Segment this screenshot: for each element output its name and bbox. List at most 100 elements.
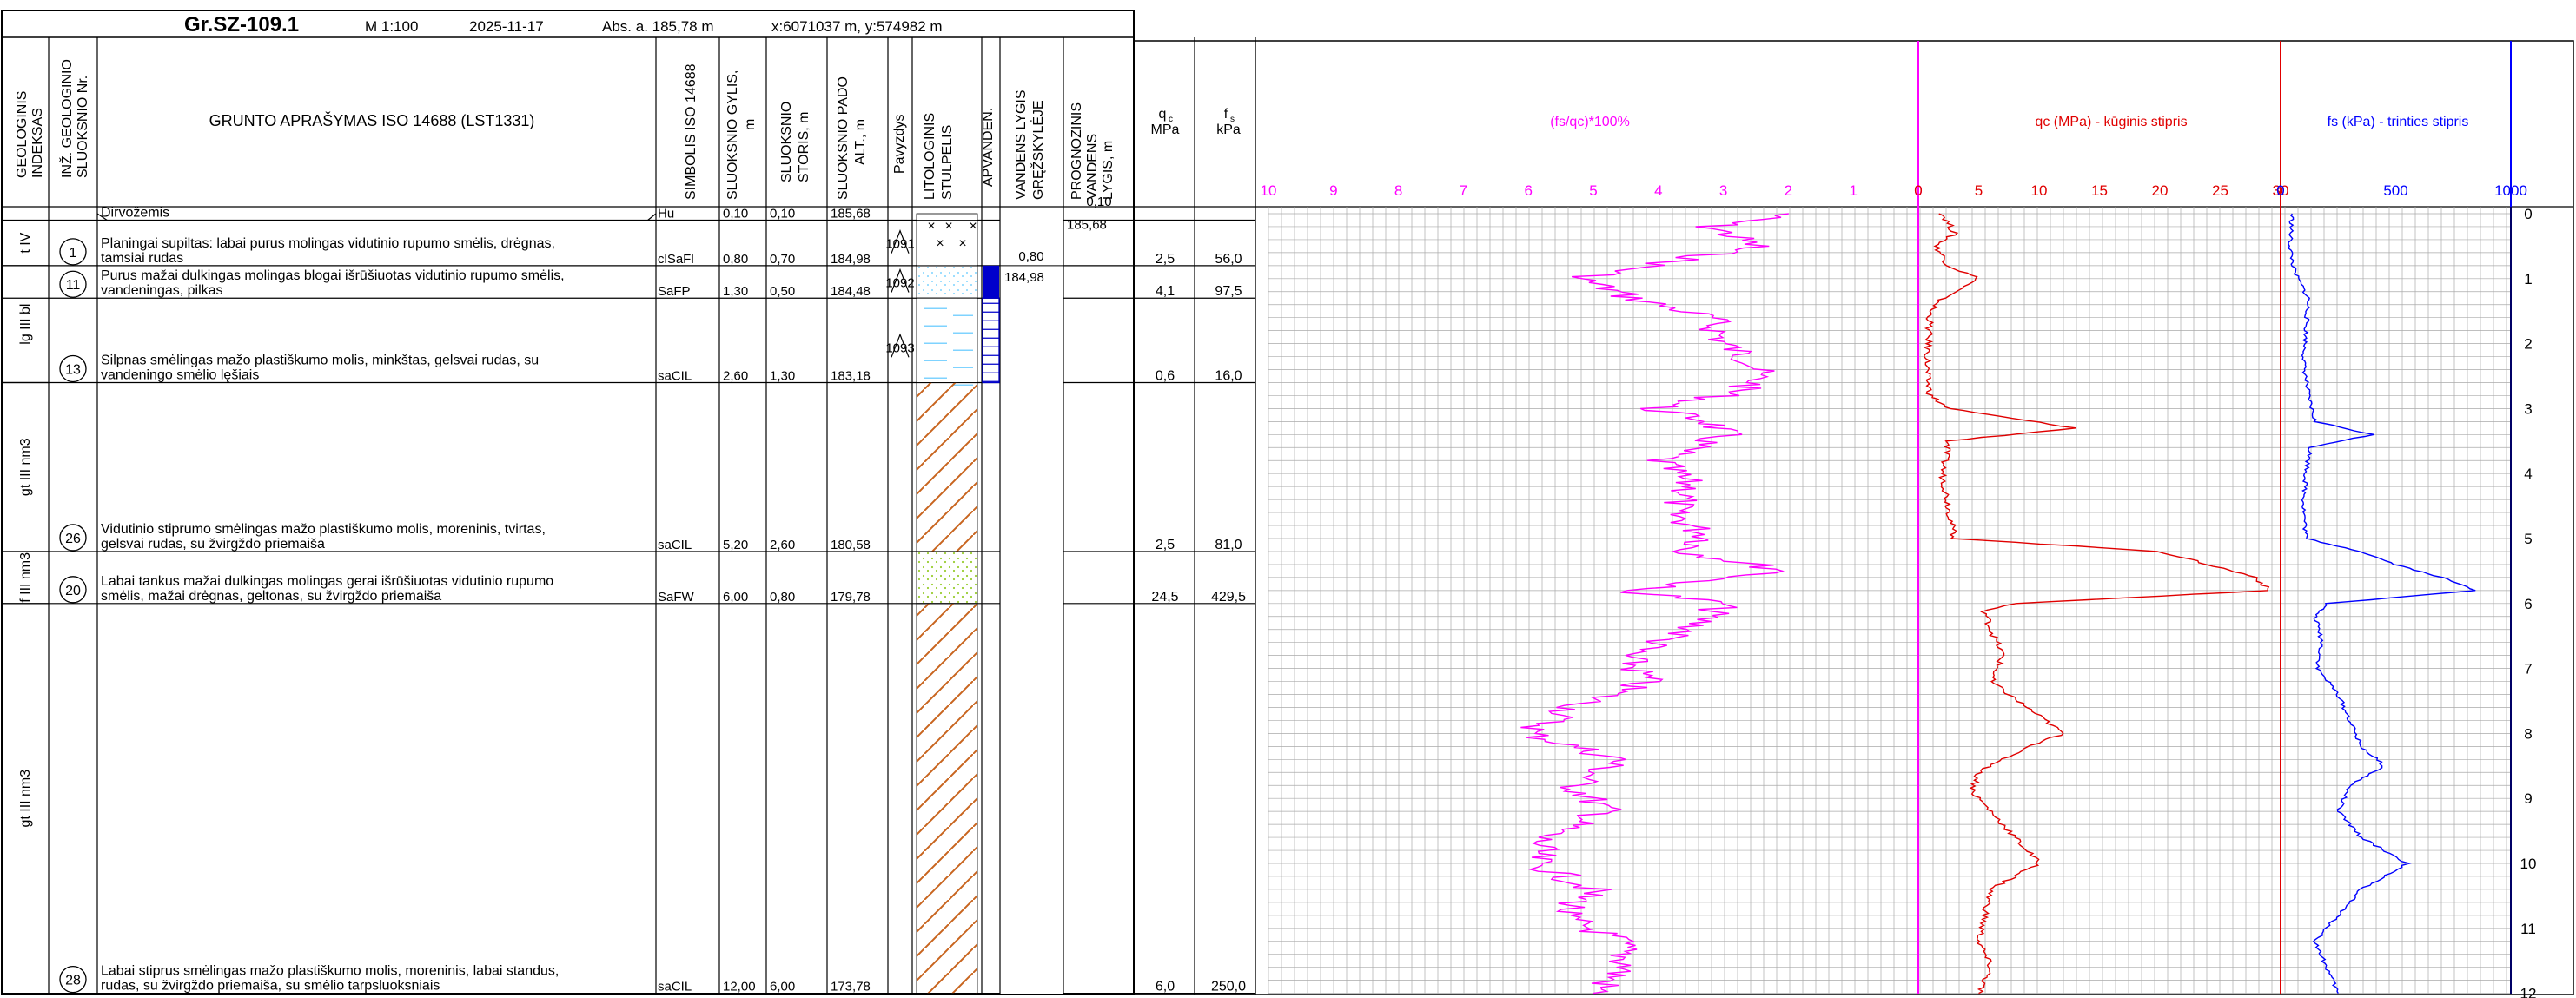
layer-description: vandeningo smėlio lęšiais (101, 367, 259, 382)
water-level-depth: 0,80 (1018, 249, 1043, 264)
layer-thickness: 0,10 (770, 206, 795, 221)
aquifer-fill (983, 265, 999, 299)
coords-label: x:6071037 m, y:574982 m (771, 18, 943, 35)
layer-number-circle (59, 965, 87, 994)
chart-title: fs (kPa) - trinties stipris (2328, 115, 2469, 129)
layer-rows: Dirvožemis Hu 0,10 0,10 185,68 Planingai supi… (2, 205, 1255, 995)
scale-label: M 1:100 (365, 18, 418, 35)
water-level-alt: 184,98 (1004, 270, 1044, 285)
geo-index-label: t IV (18, 232, 33, 253)
depth-scale-label: 12 (2520, 986, 2537, 998)
layer-fs: 429,5 (1211, 590, 1246, 605)
depth-scale-label: 3 (2524, 400, 2532, 417)
depth-scale-label: 8 (2524, 725, 2532, 742)
chart-title: qc (MPa) - kūginis stipris (2035, 115, 2187, 129)
layer-number: 1 (70, 246, 77, 261)
layer-number: 11 (66, 278, 81, 293)
layer-base-alt: 184,98 (831, 252, 871, 267)
layer-description: Labai tankus mažai dulkingas molingas ge… (101, 574, 553, 589)
sample-label: 1091 (885, 237, 914, 252)
chart-x-tick: 500 (2383, 182, 2407, 199)
depth-scale-label: 10 (2520, 856, 2537, 872)
abs-label: Abs. a. 185,78 m (602, 18, 714, 35)
forecast-top-value: 0,10 (1086, 195, 1111, 209)
chart-x-tick: 0 (1914, 182, 1922, 199)
fill-cross-icon: × (944, 219, 952, 234)
depth-scale-label: 1 (2524, 271, 2532, 288)
layer-symbol: SaFW (658, 590, 695, 605)
col-alt-2: ALT., m (853, 119, 868, 165)
chart-x-tick: 1000 (2494, 182, 2527, 199)
layer-description: vandeningas, pilkas (101, 283, 223, 298)
sample-marker-icon (891, 228, 910, 254)
depth-scale-label: 4 (2524, 466, 2532, 482)
layer-description: Purus mažai dulkingas molingas blogai iš… (101, 268, 565, 283)
chart-x-tick: 4 (1654, 182, 1662, 199)
depth-scale-label: 7 (2524, 661, 2532, 677)
layer-description: smėlis, mažai drėgnas, geltonas, su žvir… (101, 589, 441, 604)
sample-label: 1092 (885, 276, 914, 291)
log-header: Gr.SZ-109.1 M 1:100 2025-11-17 Abs. a. 1… (1, 10, 1135, 995)
depth-scale-label: 0 (2524, 206, 2532, 222)
layer-thickness: 0,70 (770, 252, 795, 267)
layer-symbol: SaFP (658, 284, 691, 299)
col-depth-1: SLUOKSNIO GYLIS, (725, 70, 740, 200)
fill-cross-icon: × (936, 236, 944, 251)
layer-depth: 6,00 (723, 590, 748, 605)
chart-x-tick: 8 (1394, 182, 1402, 199)
layer-qc: 6,0 (1156, 980, 1175, 995)
layer-fs: 16,0 (1215, 368, 1242, 383)
layer-fs: 56,0 (1215, 252, 1242, 267)
chart-x-tick: 3 (1719, 182, 1727, 199)
col-qc-unit: MPa (1151, 122, 1180, 137)
layer-number-circle (59, 354, 87, 383)
col-forecast-1: PROGNOZINIS (1069, 102, 1084, 200)
layer-fs: 97,5 (1215, 284, 1242, 299)
col-forecast-3: LYGIS, m (1101, 141, 1116, 200)
chart-x-tick: 15 (2091, 182, 2108, 199)
layer-description: Silpnas smėlingas mažo plastiškumo molis… (101, 353, 539, 367)
geo-index-label: lg III bl (18, 304, 33, 345)
col-aquifer: APVANDEN. (981, 108, 996, 187)
layer-thickness: 6,00 (770, 980, 795, 995)
cpt-charts: (fs/qc)*100%10 9 8 7 6 5 4 3 2 1 0qc (MPa) - kūgin… (1261, 41, 2537, 998)
chart-x-tick: 6 (1524, 182, 1532, 199)
layer-thickness: 0,80 (770, 590, 795, 605)
layer-description: Labai stiprus smėlingas mažo plastiškumo… (101, 964, 559, 979)
column-headers: GEOLOGINIS INDEKSAS INŽ. GEOLOGINIO SLUO… (15, 59, 1241, 209)
layer-qc: 2,5 (1156, 252, 1175, 267)
depth-scale-label: 6 (2524, 596, 2532, 612)
col-thick-2: STORIS, m (797, 112, 811, 183)
col-litho-2: STULPELIS (940, 125, 955, 200)
geo-index-label: gt III nm3 (18, 770, 33, 828)
depth-scale-label: 9 (2524, 790, 2532, 807)
layer-number-circle (59, 576, 87, 604)
col-qc-sub: c (1169, 115, 1173, 124)
col-qc-sym: q (1159, 107, 1167, 122)
layer-depth: 5,20 (723, 538, 748, 552)
chart-x-tick: 7 (1460, 182, 1467, 199)
layer-base-alt: 183,18 (831, 368, 871, 383)
sample-label: 1093 (885, 340, 914, 355)
chart-title: (fs/qc)*100% (1550, 115, 1630, 129)
chart-series-line (1923, 213, 2270, 995)
col-fs-sym: f (1224, 107, 1228, 122)
col-alt-1: SLUOKSNIO PADO (836, 76, 851, 200)
col-fs-sub: s (1230, 115, 1235, 124)
layer-symbol: Hu (658, 206, 674, 221)
layer-description: Dirvožemis (101, 205, 169, 220)
chart-x-tick: 10 (2031, 182, 2048, 199)
depth-scale-label: 5 (2524, 531, 2532, 547)
chart-x-tick: 10 (1261, 182, 1277, 199)
col-litho-1: LITOLOGINIS (923, 113, 937, 200)
table-grid (2, 37, 2574, 995)
water-column: 0,80 184,98 185,68 (982, 217, 1107, 384)
chart-series-line (1520, 213, 1789, 995)
fill-cross-icon: × (969, 219, 977, 234)
layer-fs: 250,0 (1211, 980, 1246, 995)
layer-base-alt: 173,78 (831, 980, 871, 995)
chart-x-tick: 1 (1849, 182, 1857, 199)
layer-thickness: 2,60 (770, 538, 795, 552)
geo-index-label: gt III nm3 (18, 438, 33, 496)
